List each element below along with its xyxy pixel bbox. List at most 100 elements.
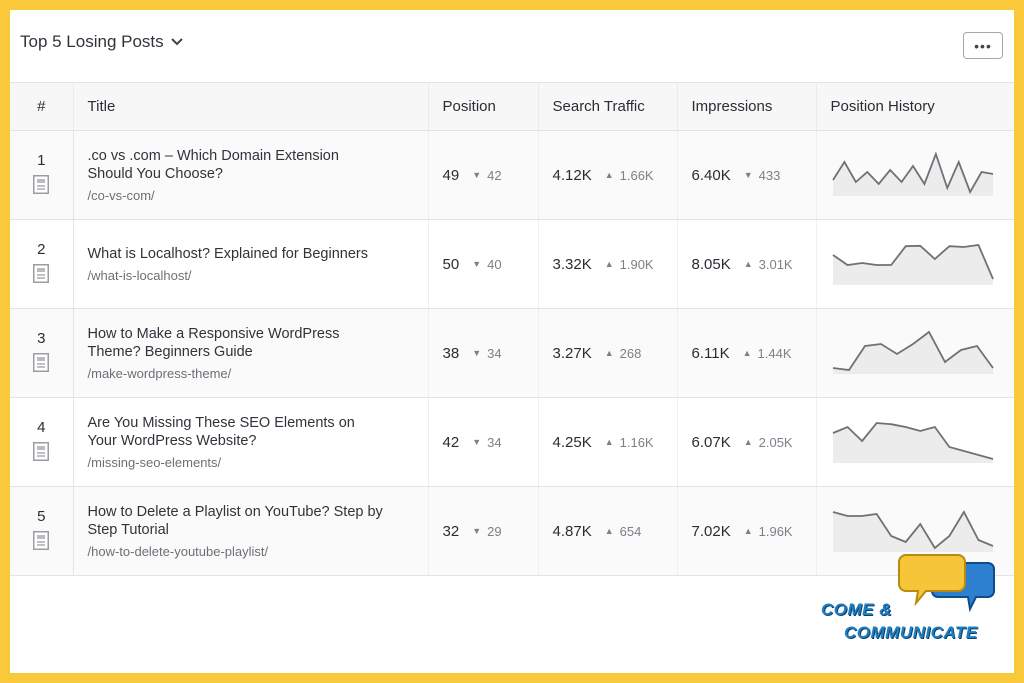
more-options-button[interactable]: ••• [963, 32, 1003, 59]
rank-cell: 1 [10, 130, 74, 220]
table-row[interactable]: 1 .co vs .com – Which Domain Extension S… [10, 130, 1014, 220]
row-number: 3 [37, 330, 46, 347]
impressions-change: 1.44K [757, 345, 792, 361]
impressions-direction-icon: ▲ [742, 348, 752, 358]
column-header-position[interactable]: Position [428, 82, 539, 131]
post-url: /what-is-localhost/ [87, 268, 192, 283]
position-direction-icon: ▼ [472, 259, 482, 269]
impressions-direction-icon: ▲ [743, 437, 753, 447]
traffic-cell: 4.25K ▲ 1.16K [538, 397, 678, 487]
position-cell: 50 ▼ 40 [428, 219, 539, 309]
position-history-sparkline [831, 152, 993, 196]
report-selector[interactable]: Top 5 Losing Posts [20, 32, 184, 52]
impressions-change: 2.05K [758, 434, 793, 450]
title-cell: What is Localhost? Explained for Beginne… [73, 219, 429, 309]
column-header-search-traffic[interactable]: Search Traffic [538, 82, 678, 131]
impressions-cell: 6.11K ▲ 1.44K [677, 308, 817, 398]
position-history-sparkline [832, 422, 993, 463]
sparkline-area [832, 423, 993, 463]
position-history-sparkline [831, 244, 994, 285]
position-history-cell [816, 397, 1014, 487]
rank-cell: 2 [10, 219, 74, 309]
traffic-change: 1.16K [619, 434, 654, 450]
sparkline-area [832, 154, 993, 196]
title-cell: How to Delete a Playlist on YouTube? Ste… [73, 486, 429, 576]
position-value: 32 [442, 522, 460, 540]
document-icon [33, 264, 50, 283]
position-history-cell [816, 308, 1014, 398]
position-change: 42 [487, 167, 502, 183]
post-title-link[interactable]: .co vs .com – Which Domain Extension Sho… [87, 148, 339, 182]
post-url: /make-wordpress-theme/ [87, 366, 232, 381]
table-row[interactable]: 2 What is Localhost? Explained for Begin… [10, 219, 1014, 309]
position-change: 40 [487, 256, 502, 272]
position-cell: 32 ▼ 29 [428, 486, 539, 576]
column-header-num: # [10, 82, 74, 131]
traffic-cell: 3.32K ▲ 1.90K [538, 219, 678, 309]
post-title-link[interactable]: What is Localhost? Explained for Beginne… [87, 246, 369, 262]
traffic-cell: 3.27K ▲ 268 [538, 308, 678, 398]
logo-text-line1: COME & [821, 600, 892, 619]
sparkline-line [831, 152, 993, 195]
position-direction-icon: ▼ [472, 348, 482, 358]
position-direction-icon: ▼ [472, 526, 482, 536]
position-value: 49 [442, 166, 460, 184]
post-title-link[interactable]: How to Make a Responsive WordPress Theme… [87, 326, 340, 360]
impressions-change: 3.01K [758, 256, 793, 272]
traffic-change: 654 [619, 523, 642, 539]
position-change: 29 [487, 523, 502, 539]
traffic-change: 268 [619, 345, 642, 361]
impressions-cell: 6.07K ▲ 2.05K [677, 397, 817, 487]
speech-bubbles-icon [898, 554, 995, 613]
impressions-value: 6.07K [691, 433, 731, 451]
title-cell: .co vs .com – Which Domain Extension Sho… [73, 130, 429, 220]
traffic-direction-icon: ▲ [604, 259, 614, 269]
card-header: Top 5 Losing Posts ••• [10, 10, 1014, 82]
post-url: /how-to-delete-youtube-playlist/ [87, 544, 269, 559]
row-number: 2 [37, 241, 46, 258]
table-row[interactable]: 3 How to Make a Responsive WordPress The… [10, 308, 1014, 398]
post-url: /co-vs-com/ [87, 188, 155, 203]
rank-cell: 5 [10, 486, 74, 576]
row-number: 1 [37, 152, 46, 169]
impressions-value: 8.05K [691, 255, 731, 273]
position-history-sparkline [832, 510, 993, 552]
impressions-value: 7.02K [691, 522, 731, 540]
column-header-position-history: Position History [816, 82, 1014, 131]
sparkline-area [832, 512, 993, 552]
impressions-value: 6.40K [691, 166, 731, 184]
traffic-direction-icon: ▲ [604, 437, 614, 447]
title-cell: Are You Missing These SEO Elements on Yo… [73, 397, 429, 487]
come-and-communicate-logo: COME & COMMUNICATE [810, 553, 1000, 643]
traffic-value: 4.12K [552, 166, 592, 184]
sparkline-line [832, 510, 993, 550]
impressions-direction-icon: ▲ [743, 259, 753, 269]
report-title: Top 5 Losing Posts [20, 32, 164, 51]
sparkline-line [832, 422, 993, 460]
traffic-direction-icon: ▲ [604, 526, 614, 536]
traffic-change: 1.66K [619, 167, 654, 183]
document-icon [33, 175, 50, 194]
position-value: 42 [442, 433, 460, 451]
post-title-link[interactable]: Are You Missing These SEO Elements on Yo… [87, 415, 355, 449]
traffic-direction-icon: ▲ [604, 348, 614, 358]
column-header-impressions[interactable]: Impressions [677, 82, 817, 131]
traffic-cell: 4.12K ▲ 1.66K [538, 130, 678, 220]
impressions-cell: 6.40K ▼ 433 [677, 130, 817, 220]
sparkline-area [832, 245, 993, 285]
title-cell: How to Make a Responsive WordPress Theme… [73, 308, 429, 398]
post-title-link[interactable]: How to Delete a Playlist on YouTube? Ste… [87, 504, 383, 538]
impressions-value: 6.11K [691, 344, 730, 362]
rank-cell: 3 [10, 308, 74, 398]
position-value: 50 [442, 255, 460, 273]
traffic-change: 1.90K [619, 256, 654, 272]
logo-text-line2: COMMUNICATE [844, 623, 978, 642]
main-frame: Top 5 Losing Posts ••• # Title Position … [10, 10, 1014, 673]
column-header-title[interactable]: Title [73, 82, 429, 131]
rank-cell: 4 [10, 397, 74, 487]
traffic-value: 4.87K [552, 522, 592, 540]
impressions-cell: 7.02K ▲ 1.96K [677, 486, 817, 576]
position-cell: 38 ▼ 34 [428, 308, 539, 398]
table-row[interactable]: 4 Are You Missing These SEO Elements on … [10, 397, 1014, 487]
impressions-direction-icon: ▲ [743, 526, 753, 536]
